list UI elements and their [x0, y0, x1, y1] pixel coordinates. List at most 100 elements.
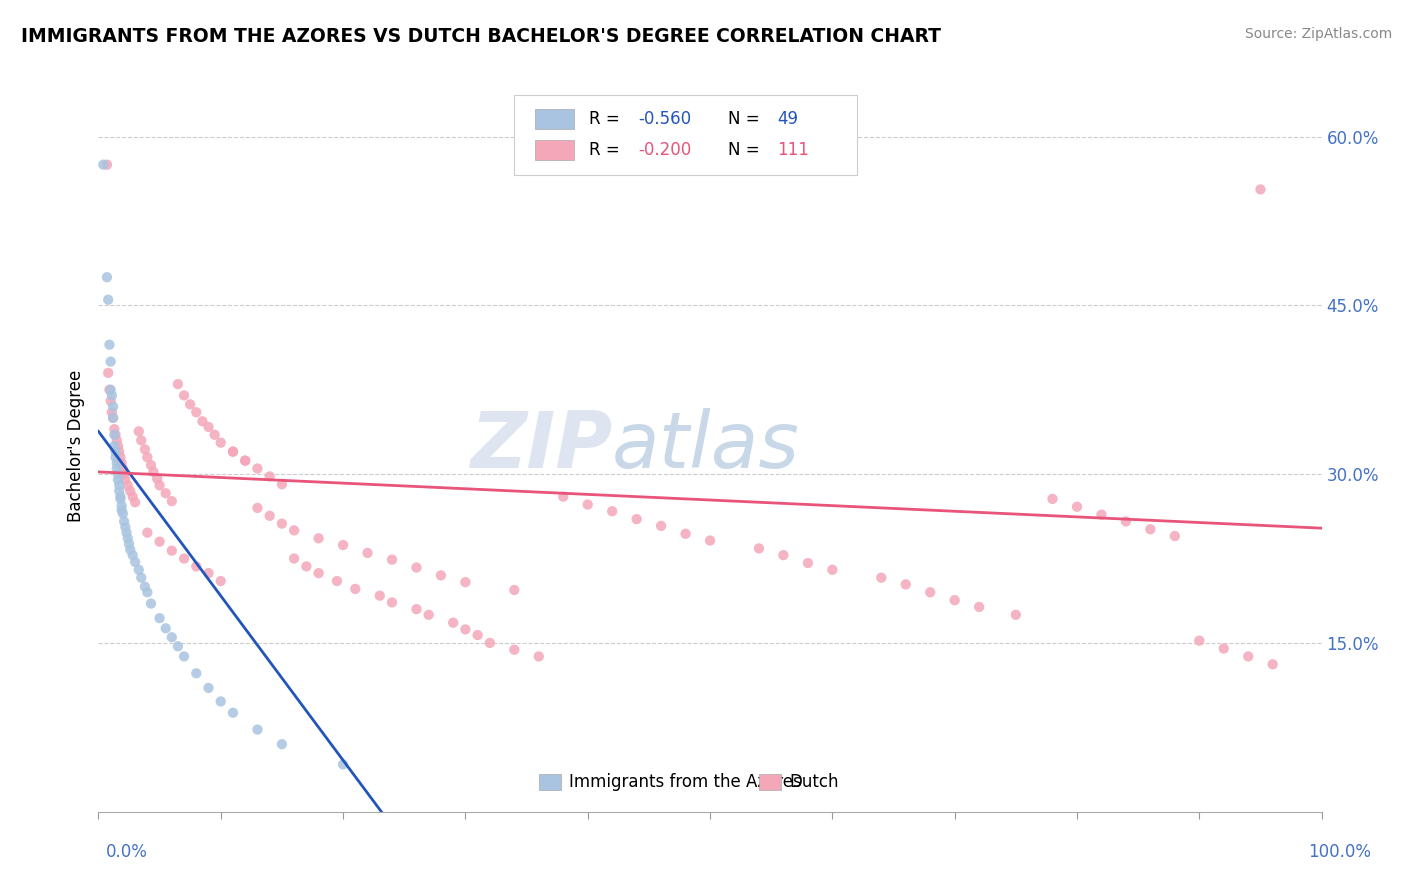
Point: [110, 450, 132, 465]
Point: [107, 439, 129, 453]
Point: [1090, 508, 1112, 522]
Point: [136, 450, 159, 465]
Point: [259, 469, 281, 483]
Point: [1115, 515, 1137, 529]
Point: [128, 563, 150, 577]
Point: [118, 537, 141, 551]
Point: [503, 582, 526, 597]
Point: [967, 599, 990, 614]
Point: [920, 585, 942, 599]
Point: [344, 582, 367, 596]
Text: 49: 49: [778, 110, 799, 128]
Text: atlas: atlas: [612, 408, 800, 484]
Point: [553, 490, 575, 504]
Point: [104, 450, 127, 465]
Point: [1004, 607, 1026, 622]
Point: [124, 495, 146, 509]
Point: [283, 524, 305, 538]
Point: [110, 491, 132, 506]
Point: [821, 563, 844, 577]
Point: [101, 400, 124, 414]
Y-axis label: Bachelor's Degree: Bachelor's Degree: [66, 370, 84, 522]
Point: [186, 405, 208, 419]
FancyBboxPatch shape: [536, 139, 574, 160]
Point: [650, 519, 672, 533]
Point: [381, 595, 404, 609]
Point: [97, 366, 120, 380]
Point: [186, 666, 208, 681]
Point: [246, 500, 269, 515]
Point: [100, 394, 122, 409]
Point: [870, 571, 893, 585]
Point: [454, 623, 477, 637]
Text: 100.0%: 100.0%: [1308, 843, 1371, 861]
FancyBboxPatch shape: [538, 773, 561, 789]
Point: [173, 649, 195, 664]
Text: 0.0%: 0.0%: [105, 843, 148, 861]
Point: [576, 498, 599, 512]
Point: [120, 483, 142, 498]
Point: [222, 444, 245, 458]
Text: R =: R =: [589, 110, 624, 128]
Point: [105, 461, 128, 475]
Point: [149, 478, 172, 492]
Point: [98, 337, 121, 351]
Point: [699, 533, 721, 548]
Point: [167, 640, 190, 654]
Point: [503, 642, 526, 657]
Point: [233, 453, 256, 467]
Point: [197, 681, 219, 695]
Point: [173, 388, 195, 402]
Point: [283, 551, 305, 566]
Point: [209, 435, 232, 450]
Point: [167, 377, 190, 392]
Point: [160, 543, 183, 558]
Point: [115, 525, 138, 540]
Point: [454, 575, 477, 590]
Text: -0.560: -0.560: [638, 110, 690, 128]
Point: [107, 467, 129, 482]
Point: [129, 434, 152, 448]
Point: [120, 542, 142, 557]
Point: [139, 597, 162, 611]
Point: [96, 158, 118, 172]
Point: [270, 737, 294, 751]
Point: [405, 560, 427, 574]
Point: [112, 515, 135, 529]
Point: [111, 503, 134, 517]
Point: [308, 531, 330, 545]
Point: [626, 512, 648, 526]
Point: [97, 293, 120, 307]
Point: [96, 270, 118, 285]
Point: [128, 425, 150, 439]
Point: [748, 541, 770, 556]
Text: Dutch: Dutch: [790, 772, 839, 790]
Text: ZIP: ZIP: [470, 408, 612, 484]
Point: [430, 568, 453, 582]
Point: [111, 507, 134, 521]
Point: [139, 458, 162, 472]
Point: [259, 508, 281, 523]
Point: [1188, 633, 1211, 648]
Point: [112, 467, 135, 482]
Point: [101, 410, 124, 425]
Point: [103, 422, 125, 436]
Point: [104, 427, 127, 442]
Point: [191, 414, 214, 428]
Point: [772, 548, 794, 562]
Point: [222, 706, 245, 720]
Point: [197, 420, 219, 434]
Point: [155, 486, 177, 500]
Point: [146, 472, 169, 486]
Point: [142, 465, 165, 479]
Point: [100, 354, 122, 368]
Point: [108, 478, 131, 492]
Point: [600, 504, 623, 518]
Text: 111: 111: [778, 141, 810, 159]
Point: [204, 427, 226, 442]
Point: [136, 525, 159, 540]
Text: R =: R =: [589, 141, 624, 159]
Point: [155, 621, 177, 635]
Point: [478, 636, 501, 650]
Point: [114, 473, 136, 487]
